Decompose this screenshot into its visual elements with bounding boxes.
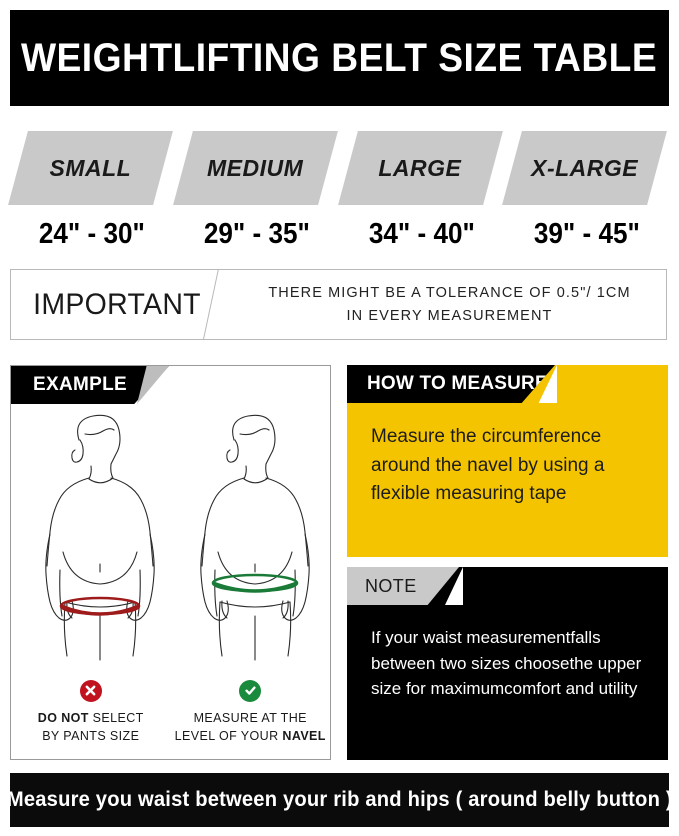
footer-text: Measure you waist between your rib and h…: [6, 788, 673, 811]
range-cell-large: 34" - 40": [340, 210, 505, 258]
caption-correct-line-2: LEVEL OF YOUR NAVEL: [175, 727, 326, 745]
caption-correct: MEASURE AT THE LEVEL OF YOUR NAVEL: [171, 679, 331, 745]
important-text: THERE MIGHT BE A TOLERANCE OF 0.5"/ 1CM …: [239, 270, 660, 339]
caption-incorrect-emphasis: DO NOT: [37, 710, 89, 725]
size-cell-small: SMALL: [8, 131, 175, 205]
important-line-1: THERE MIGHT BE A TOLERANCE OF 0.5"/ 1CM: [268, 285, 631, 302]
range-cell-small: 24" - 30": [10, 210, 175, 258]
check-circle-icon: [239, 679, 262, 702]
size-cell-medium: MEDIUM: [172, 131, 340, 205]
example-figures: [11, 406, 330, 686]
range-value-small: 24" - 30": [39, 217, 146, 250]
size-name-row: SMALL MEDIUM LARGE X-LARGE: [8, 131, 669, 205]
size-label-large: LARGE: [378, 154, 462, 181]
size-label-xlarge: X-LARGE: [531, 154, 639, 181]
example-captions: DO NOT SELECT BY PANTS SIZE MEASURE AT T…: [11, 679, 331, 745]
important-box: IMPORTANT THERE MIGHT BE A TOLERANCE OF …: [10, 269, 667, 340]
cross-circle-icon: [79, 679, 102, 702]
note-tab: NOTE: [347, 567, 459, 605]
note-panel: NOTE If your waist measurementfalls betw…: [347, 567, 668, 760]
page-title: WEIGHTLIFTING BELT SIZE TABLE: [21, 35, 658, 80]
range-value-xlarge: 39" - 45": [533, 217, 640, 250]
example-tab-label: EXAMPLE: [33, 374, 127, 395]
caption-correct-rest: LEVEL OF YOUR: [174, 728, 283, 743]
size-label-medium: MEDIUM: [206, 154, 304, 181]
important-line-2: IN EVERY MEASUREMENT: [346, 307, 553, 324]
example-panel: EXAMPLE: [10, 365, 331, 760]
how-to-measure-tab-label: HOW TO MEASURE: [367, 373, 548, 394]
footer-bar: Measure you waist between your rib and h…: [7, 773, 672, 827]
caption-incorrect-line-1: DO NOT SELECT: [38, 709, 144, 727]
size-cell-xlarge: X-LARGE: [502, 131, 669, 205]
range-value-large: 34" - 40": [368, 217, 475, 250]
size-label-small: SMALL: [49, 154, 132, 181]
note-tab-label: NOTE: [365, 575, 417, 596]
caption-incorrect: DO NOT SELECT BY PANTS SIZE: [11, 679, 171, 745]
caption-incorrect-line-2: BY PANTS SIZE: [42, 728, 140, 743]
caption-correct-emphasis: NAVEL: [282, 728, 326, 743]
caption-incorrect-rest: SELECT: [88, 710, 144, 725]
caption-correct-line-1: MEASURE AT THE: [193, 710, 307, 725]
range-cell-xlarge: 39" - 45": [504, 210, 669, 258]
title-bar: WEIGHTLIFTING BELT SIZE TABLE: [10, 10, 669, 106]
size-range-row: 24" - 30" 29" - 35" 34" - 40" 39" - 45": [10, 210, 669, 258]
range-value-medium: 29" - 35": [204, 217, 311, 250]
how-to-measure-panel: HOW TO MEASURE Measure the circumference…: [347, 365, 668, 557]
body-figure-incorrect: [45, 414, 155, 661]
how-to-measure-tab: HOW TO MEASURE: [347, 365, 555, 403]
important-label: IMPORTANT: [33, 287, 201, 321]
body-figure-correct: [200, 414, 310, 661]
how-to-measure-body: Measure the circumference around the nav…: [371, 426, 605, 504]
note-body: If your waist measurementfalls between t…: [371, 628, 642, 698]
range-cell-medium: 29" - 35": [175, 210, 340, 258]
size-cell-large: LARGE: [337, 131, 505, 205]
